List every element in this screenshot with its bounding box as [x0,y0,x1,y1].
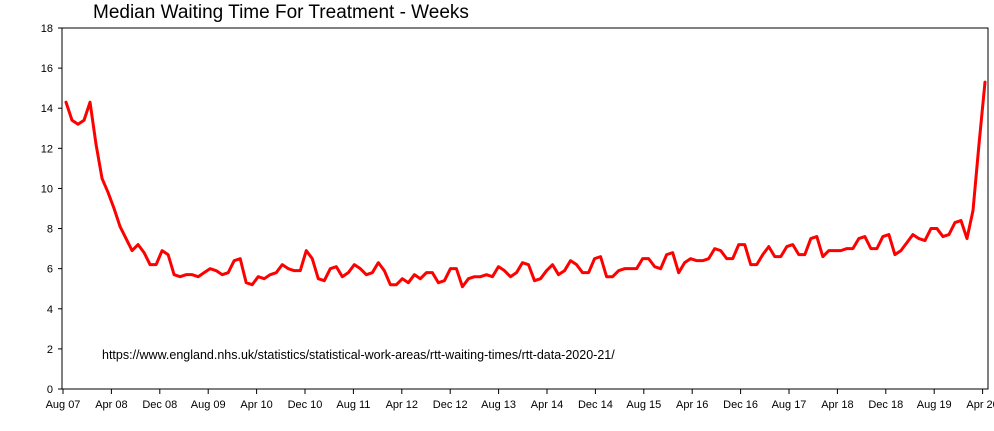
x-tick-label: Aug 11 [336,399,370,411]
x-tick-label: Dec 12 [433,399,468,411]
y-tick-label: 4 [47,304,53,316]
x-tick-label: Apr 14 [531,399,563,411]
x-tick-label: Dec 10 [288,399,323,411]
chart-title: Median Waiting Time For Treatment - Week… [93,2,469,23]
x-tick-label: Dec 16 [723,399,758,411]
y-tick-label: 10 [41,183,53,195]
x-axis-ticks: Aug 07 Apr 08 Dec 08 Aug 09 Apr 10 Dec 10 Aug … [46,389,994,411]
x-tick-label: Apr 20 [966,399,994,411]
x-tick-label: Apr 16 [676,399,708,411]
y-tick-label: 2 [47,344,53,356]
y-tick-label: 18 [41,23,53,35]
x-tick-label: Aug 17 [772,399,807,411]
y-tick-label: 16 [41,63,53,75]
y-tick-label: 14 [41,103,53,115]
x-tick-label: Apr 08 [95,399,127,411]
x-tick-label: Dec 14 [578,399,613,411]
y-tick-label: 8 [47,224,53,236]
series-layer [64,80,987,289]
x-tick-label: Apr 10 [240,399,272,411]
x-tick-label: Apr 18 [821,399,853,411]
x-tick-label: Dec 08 [142,399,177,411]
y-axis-ticks: 0 2 4 6 8 10 12 14 16 18 [41,23,62,396]
x-tick-label: Aug 19 [917,399,952,411]
y-tick-label: 12 [41,143,53,155]
x-tick-label: Dec 18 [868,399,903,411]
source-annotation: https://www.england.nhs.uk/statistics/st… [102,348,615,362]
y-tick-label: 0 [47,384,53,396]
chart-axes [61,27,989,390]
y-tick-label: 6 [47,264,53,276]
x-tick-label: Apr 12 [386,399,418,411]
plot-frame [61,27,989,390]
series-line [64,80,987,289]
x-tick-label: Aug 09 [191,399,226,411]
x-tick-label: Aug 13 [481,399,516,411]
x-tick-label: Aug 15 [626,399,661,411]
x-tick-label: Aug 07 [46,399,81,411]
